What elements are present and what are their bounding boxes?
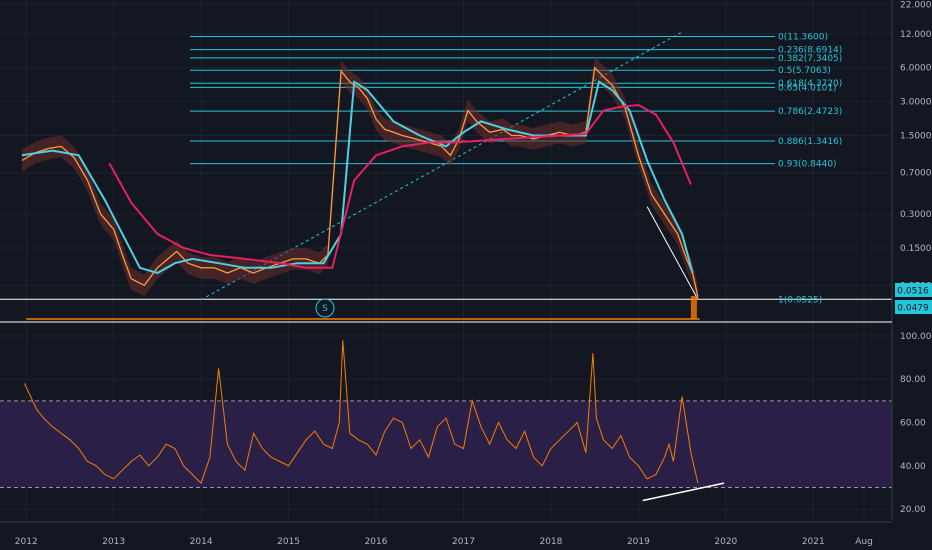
x-tick-label: 2020	[714, 537, 737, 547]
fib-level-label: 0.65(4.0101)	[778, 83, 837, 93]
series-price-line	[21, 66, 699, 298]
fib-level-label: 0.5(5.7063)	[778, 66, 831, 76]
x-tick-label: 2021	[802, 537, 825, 547]
series-ema_fast-line	[21, 80, 694, 275]
rsi-divergence-line	[642, 482, 725, 502]
price-y-tick-label: 0.7000	[900, 169, 932, 179]
price-y-tick-label: 22.0000	[900, 0, 932, 10]
price-badge-upper: 0.0516	[895, 283, 932, 297]
event-marker-label: S	[322, 304, 328, 314]
x-tick-label: 2018	[539, 537, 562, 547]
price-y-tick-label: 1.5000	[900, 131, 932, 141]
fib-level-label: 0.93(0.8440)	[778, 160, 837, 170]
x-tick-label: 2015	[277, 537, 300, 547]
x-tick-label: 2019	[627, 537, 650, 547]
fib-level-label: 0.382(7.3405)	[778, 54, 842, 64]
volume-spike	[690, 296, 697, 319]
price-divergence-line	[646, 206, 699, 300]
rsi-y-tick-label: 60.00	[900, 419, 926, 429]
fib-level-label: 1(0.0525)	[778, 295, 822, 305]
rsi-band	[0, 400, 892, 488]
rsi-y-tick-label: 40.00	[900, 462, 926, 472]
event-marker-circle[interactable]	[315, 298, 335, 318]
price-y-tick-label: 12.0000	[900, 30, 932, 40]
x-tick-label: 2017	[452, 537, 475, 547]
price-y-tick-label: 6.0000	[900, 64, 932, 74]
price-panel[interactable]: 0(11.3600) 0.236(8.6914)0.382(7.3405) 0.5(…	[0, 31, 892, 320]
fib-level-label: 0.786(2.4723)	[778, 107, 842, 117]
x-tick-label: 2013	[102, 537, 125, 547]
fib-level-label: 0.618(4.3720)	[778, 79, 842, 89]
x-tick-label: 2012	[15, 537, 38, 547]
price-badge-upper-text: 0.0516	[897, 287, 929, 297]
price-badge-lower-text: 0.0479	[897, 304, 929, 314]
fib-level-label: 0.236(8.6914)	[778, 46, 842, 56]
x-tick-label: 2016	[365, 537, 388, 547]
series-rsi-line	[24, 340, 699, 485]
fib-level-label: 0.886(1.3416)	[778, 137, 842, 147]
rsi-y-tick-label: 100.00	[900, 332, 932, 342]
fib-level-label: 0(11.3600)	[778, 33, 828, 43]
price-y-tick-label: 0.1500	[900, 244, 932, 254]
series-ema_slow-line	[108, 103, 692, 269]
price-badge-lower: 0.0479	[895, 300, 932, 314]
rsi-y-tick-label: 80.00	[900, 375, 926, 385]
rsi-y-tick-label: 20.00	[900, 505, 926, 515]
x-tick-label: 2014	[190, 537, 213, 547]
price-y-tick-label: 0.3000	[900, 210, 932, 220]
x-tick-label: Aug	[855, 537, 873, 547]
price-y-tick-label: 3.0000	[900, 98, 932, 108]
rsi-panel[interactable]	[0, 340, 892, 502]
